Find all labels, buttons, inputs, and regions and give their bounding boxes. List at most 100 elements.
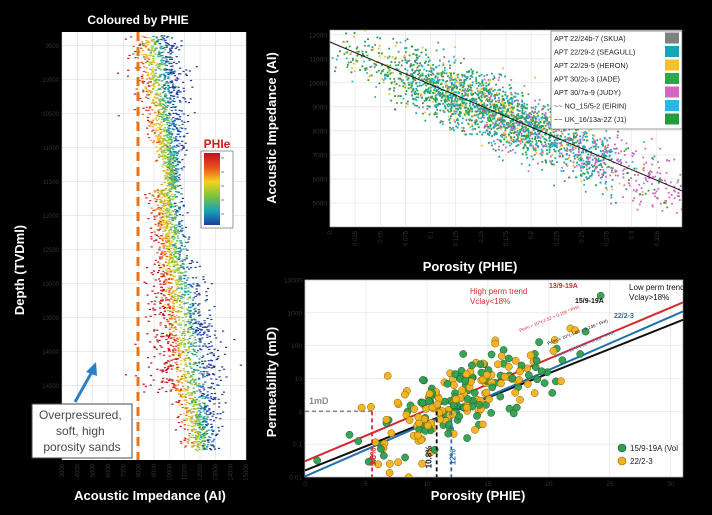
depth-ai-point (151, 50, 154, 52)
depth-ai-point (207, 436, 210, 438)
depth-ai-point (173, 270, 176, 272)
depth-ai-point (188, 311, 191, 313)
depth-ai-point (180, 327, 183, 329)
porosity-ai-point (591, 172, 593, 175)
depth-ai-point (194, 310, 197, 312)
porosity-ai-point (490, 95, 492, 97)
depth-ai-point (184, 282, 187, 284)
depth-ai-point (172, 156, 175, 158)
porosity-ai-point (591, 170, 594, 173)
depth-ai-point (158, 263, 161, 265)
depth-ai-point (172, 295, 175, 297)
porosity-ai-point (472, 92, 474, 95)
depth-ai-point (167, 84, 170, 87)
porosity-ai-point (583, 172, 586, 175)
porosity-ai-point (459, 111, 461, 113)
depth-ai-point (173, 89, 176, 91)
porosity-ai-point (417, 93, 420, 96)
depth-ai-point (198, 331, 202, 333)
depth-ai-point (182, 297, 185, 299)
porosity-ai-point (384, 55, 387, 58)
depth-ai-point (160, 193, 163, 195)
porosity-ai-point (476, 133, 478, 135)
porosity-ai-point (493, 130, 496, 133)
depth-ai-point (173, 43, 176, 45)
depth-ai-point (181, 229, 184, 231)
depth-ai-point (201, 440, 204, 442)
depth-ai-point (198, 285, 201, 287)
porosity-ai-point (437, 41, 440, 44)
depth-ai-point (161, 64, 164, 66)
depth-ai-point (170, 57, 173, 59)
depth-ai-point (160, 333, 163, 335)
porosity-ai-point (507, 94, 509, 97)
depth-ai-point (161, 189, 164, 191)
depth-ai-point (175, 153, 178, 155)
porosity-ai-point (641, 194, 644, 196)
depth-ai-point (170, 176, 174, 178)
depth-ai-point (157, 135, 160, 137)
porosity-ai-point (438, 79, 441, 81)
depth-ai-point (155, 234, 159, 236)
depth-ai-point (158, 87, 161, 89)
porosity-ai-point (446, 96, 449, 99)
depth-ai-point (198, 396, 201, 398)
depth-ai-point (153, 83, 156, 85)
depth-ai-point (179, 324, 183, 326)
depth-ai-point (185, 314, 188, 316)
left-y-tick: 10000 (42, 78, 59, 84)
depth-ai-point (153, 49, 157, 51)
depth-ai-point (187, 407, 190, 409)
depth-ai-point (174, 352, 177, 354)
depth-ai-point (171, 171, 174, 173)
depth-ai-point (179, 241, 182, 243)
depth-ai-point (204, 326, 207, 329)
porosity-ai-point (513, 122, 516, 125)
depth-ai-point (181, 259, 184, 261)
depth-ai-point (179, 127, 182, 129)
porosity-ai-point (572, 170, 574, 172)
depth-ai-point (175, 93, 178, 95)
depth-ai-point (176, 314, 179, 316)
depth-ai-point (159, 95, 162, 97)
porosity-ai-point (390, 99, 392, 102)
porosity-ai-point (369, 6, 371, 8)
depth-ai-point (191, 327, 194, 329)
depth-ai-point (174, 213, 177, 215)
porosity-ai-point (527, 135, 530, 137)
depth-ai-point (181, 317, 184, 319)
depth-ai-point (168, 214, 171, 216)
depth-ai-point (202, 439, 205, 442)
porosity-ai-point (471, 81, 474, 84)
depth-ai-point (159, 55, 162, 57)
depth-ai-point (175, 229, 178, 231)
porosity-ai-point (497, 119, 500, 121)
porosity-ai-point (432, 82, 435, 85)
depth-ai-point (168, 222, 171, 225)
porosity-ai-point (534, 105, 537, 108)
depth-ai-point (172, 336, 175, 338)
porosity-ai-point (456, 103, 459, 106)
depth-ai-point (153, 263, 156, 265)
depth-ai-point (185, 74, 188, 76)
depth-ai-point (182, 413, 186, 415)
depth-ai-point (189, 98, 192, 100)
porosity-ai-point (556, 134, 559, 137)
depth-ai-point (149, 52, 152, 54)
depth-ai-point (166, 150, 170, 152)
depth-ai-point (176, 240, 179, 242)
depth-ai-point (170, 68, 174, 70)
left-x-tick: 12000 (198, 463, 204, 480)
depth-ai-point (178, 278, 181, 280)
depth-ai-point (155, 36, 158, 38)
depth-ai-point (173, 387, 176, 389)
depth-ai-point (177, 272, 180, 274)
depth-ai-point (175, 159, 178, 161)
depth-ai-point (146, 60, 149, 62)
depth-ai-point (170, 288, 173, 290)
depth-ai-point (176, 215, 179, 217)
depth-ai-point (178, 391, 181, 393)
depth-ai-point (218, 376, 221, 378)
porosity-ai-point (410, 63, 412, 65)
depth-ai-point (179, 379, 182, 381)
